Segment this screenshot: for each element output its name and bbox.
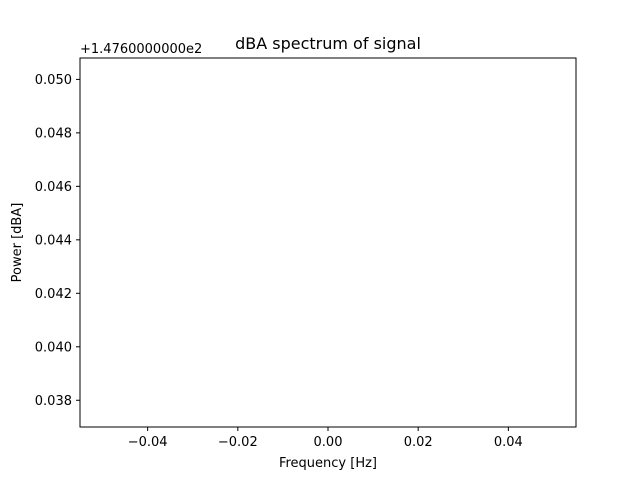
chart-title: dBA spectrum of signal <box>235 34 421 53</box>
y-tick-label: 0.046 <box>35 180 72 195</box>
y-tick-label: 0.038 <box>35 394 72 409</box>
x-tick-label: 0.04 <box>494 435 523 450</box>
y-axis-offset-label: +1.4760000000e2 <box>80 42 202 57</box>
x-tick-label: 0.00 <box>314 435 343 450</box>
x-tick-label: −0.02 <box>218 435 258 450</box>
x-axis-label: Frequency [Hz] <box>279 456 377 471</box>
x-tick-label: 0.02 <box>404 435 433 450</box>
x-tick-label: −0.04 <box>128 435 168 450</box>
y-tick-label: 0.048 <box>35 126 72 141</box>
plot-area <box>79 57 577 428</box>
y-tick-label: 0.044 <box>35 233 72 248</box>
y-tick-label: 0.040 <box>35 340 72 355</box>
y-tick-label: 0.042 <box>35 287 72 302</box>
x-axis-ticks: −0.04 −0.02 0.00 0.02 0.04 <box>128 427 523 450</box>
y-axis-ticks: 0.038 0.040 0.042 0.044 0.046 0.048 0.050 <box>35 73 80 409</box>
y-tick-label: 0.050 <box>35 73 72 88</box>
y-axis-label: Power [dBA] <box>10 203 25 283</box>
